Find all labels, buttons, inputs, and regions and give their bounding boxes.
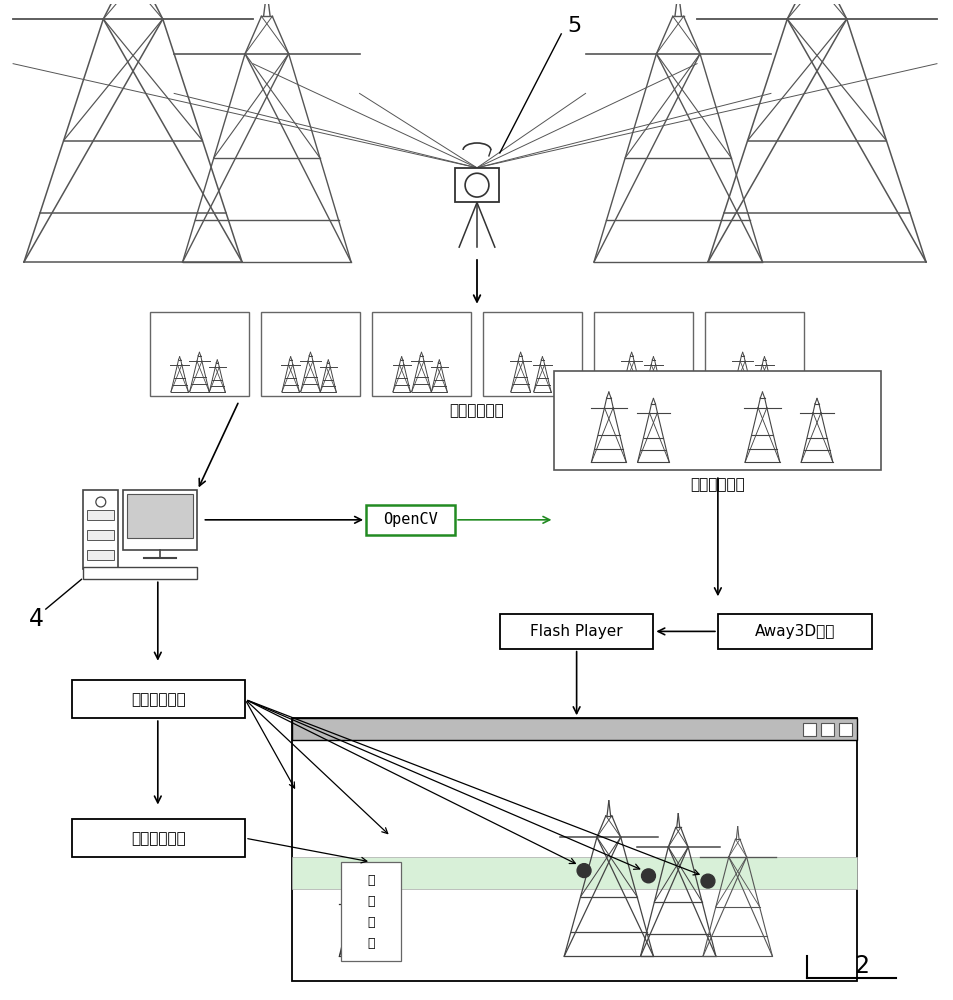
Text: 完整全景贴图: 完整全景贴图 <box>690 478 744 493</box>
Text: 5: 5 <box>566 16 580 36</box>
Bar <box>554 371 881 470</box>
Text: 2: 2 <box>853 954 868 978</box>
Bar <box>366 505 455 535</box>
Bar <box>341 862 400 961</box>
Bar <box>127 494 193 538</box>
Bar <box>292 718 856 740</box>
Bar <box>150 312 249 396</box>
Text: 热点位置编辑: 热点位置编辑 <box>131 692 186 707</box>
Bar <box>71 680 245 718</box>
Circle shape <box>577 864 590 878</box>
Text: Away3D引擎: Away3D引擎 <box>754 624 834 639</box>
Bar <box>292 718 856 981</box>
Circle shape <box>465 173 488 197</box>
Text: OpenCV: OpenCV <box>383 512 437 527</box>
Text: 热点参数编辑: 热点参数编辑 <box>131 831 186 846</box>
Bar <box>482 312 581 396</box>
Text: 4: 4 <box>29 607 43 631</box>
Bar <box>83 567 197 579</box>
Circle shape <box>700 874 714 888</box>
Circle shape <box>95 497 106 507</box>
Bar <box>88 550 114 560</box>
Bar <box>594 312 693 396</box>
Bar <box>499 614 653 649</box>
Bar <box>88 530 114 540</box>
Bar <box>123 490 197 550</box>
Bar <box>704 312 803 396</box>
Bar <box>821 723 833 736</box>
Circle shape <box>640 869 655 883</box>
Bar <box>838 723 851 736</box>
Bar <box>260 312 359 396</box>
Bar <box>717 614 871 649</box>
Bar <box>455 168 498 202</box>
Bar <box>372 312 471 396</box>
Bar <box>71 819 245 857</box>
Bar <box>83 490 118 569</box>
Bar <box>802 723 815 736</box>
Text: 性
能
参
数: 性 能 参 数 <box>367 874 375 950</box>
Bar <box>292 857 856 889</box>
Text: 局部照片组图: 局部照片组图 <box>449 403 504 418</box>
Bar <box>88 510 114 520</box>
Text: Flash Player: Flash Player <box>530 624 622 639</box>
